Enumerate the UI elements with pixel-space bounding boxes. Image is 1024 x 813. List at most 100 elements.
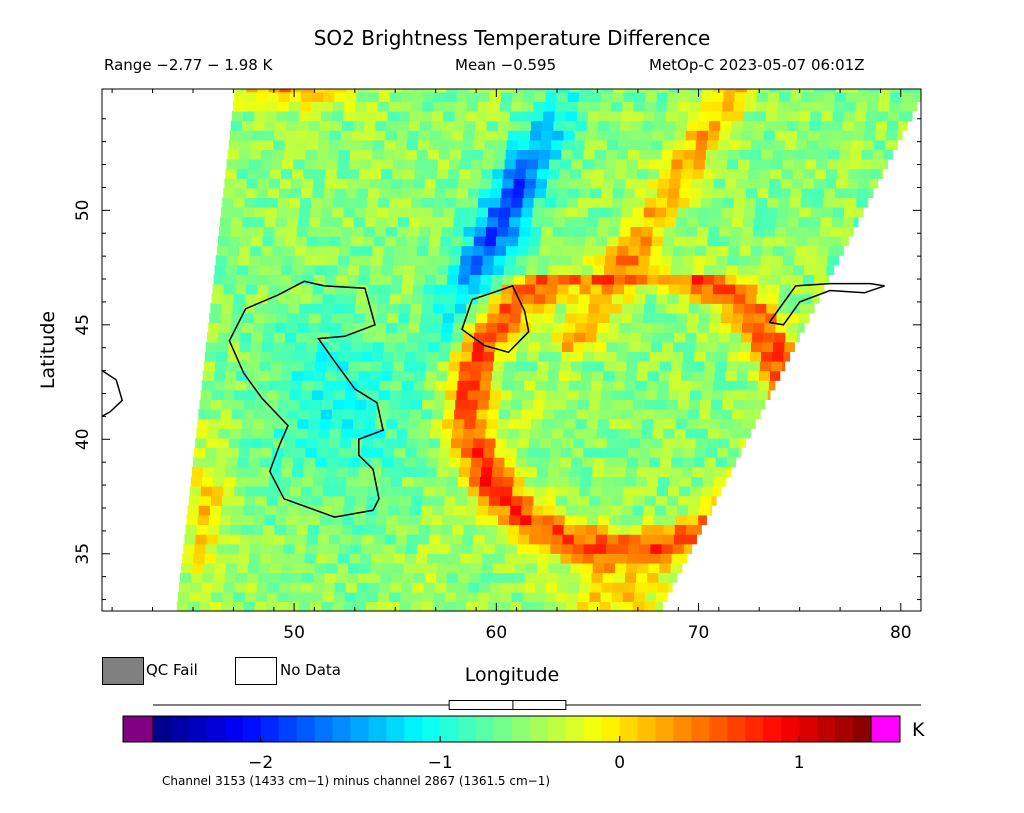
heatmap-cell bbox=[210, 495, 223, 506]
heatmap-cell bbox=[612, 389, 624, 400]
heatmap-cell bbox=[246, 274, 259, 285]
heatmap-cell bbox=[453, 312, 466, 324]
heatmap-cell bbox=[358, 274, 370, 285]
heatmap-cell bbox=[367, 187, 380, 199]
heatmap-cell bbox=[849, 159, 862, 170]
heatmap-cell bbox=[513, 89, 525, 93]
heatmap-cell bbox=[784, 245, 796, 256]
heatmap-cell bbox=[816, 159, 828, 170]
heatmap-cell bbox=[451, 437, 463, 449]
heatmap-cell bbox=[326, 457, 339, 468]
heatmap-cell bbox=[639, 149, 651, 160]
heatmap-cell bbox=[503, 466, 516, 477]
heatmap-cell bbox=[284, 534, 297, 545]
heatmap-cell bbox=[337, 159, 350, 170]
heatmap-cell bbox=[659, 466, 671, 477]
heatmap-cell bbox=[448, 264, 460, 275]
heatmap-cell bbox=[410, 601, 423, 611]
heatmap-cell bbox=[833, 197, 846, 208]
heatmap-cell bbox=[478, 91, 491, 102]
heatmap-cell bbox=[476, 505, 489, 516]
heatmap-cell bbox=[556, 389, 569, 400]
heatmap-cell bbox=[743, 111, 756, 122]
heatmap-cell bbox=[691, 380, 703, 391]
heatmap-cell bbox=[733, 197, 746, 208]
heatmap-cell bbox=[480, 476, 492, 487]
heatmap-cell bbox=[242, 409, 255, 420]
heatmap-cell bbox=[500, 389, 513, 400]
heatmap-cell bbox=[537, 562, 549, 574]
heatmap-cell bbox=[748, 361, 761, 372]
heatmap-cell bbox=[485, 130, 498, 141]
heatmap-cell bbox=[551, 139, 563, 150]
heatmap-cell bbox=[837, 168, 849, 179]
heatmap-cell bbox=[457, 178, 470, 189]
heatmap-cell bbox=[389, 591, 401, 602]
heatmap-cell bbox=[231, 514, 243, 525]
heatmap-cell bbox=[597, 226, 609, 237]
heatmap-cell bbox=[565, 207, 578, 218]
heatmap-cell bbox=[245, 389, 257, 400]
heatmap-cell bbox=[515, 457, 528, 468]
heatmap-cell bbox=[879, 91, 891, 102]
heatmap-cell bbox=[645, 293, 657, 304]
heatmap-cell bbox=[859, 168, 872, 179]
heatmap-cell bbox=[502, 89, 514, 93]
heatmap-cell bbox=[454, 409, 466, 420]
heatmap-cell bbox=[378, 486, 391, 497]
heatmap-cell bbox=[729, 332, 742, 343]
heatmap-cell bbox=[447, 466, 460, 477]
heatmap-cell bbox=[406, 437, 419, 449]
heatmap-cell bbox=[555, 495, 568, 506]
heatmap-cell bbox=[649, 255, 662, 266]
heatmap-cell bbox=[361, 245, 374, 256]
heatmap-cell bbox=[238, 255, 250, 266]
heatmap-cell bbox=[491, 178, 503, 189]
heatmap-cell bbox=[574, 428, 587, 439]
colorbar-segment bbox=[709, 716, 728, 742]
heatmap-cell bbox=[195, 437, 207, 449]
y-tick-label: 35 bbox=[73, 543, 93, 565]
heatmap-cell bbox=[556, 591, 568, 602]
heatmap-cell bbox=[181, 562, 193, 574]
heatmap-cell bbox=[700, 495, 712, 506]
heatmap-cell bbox=[430, 322, 443, 333]
heatmap-cell bbox=[522, 591, 535, 602]
heatmap-cell bbox=[587, 312, 600, 324]
heatmap-cell bbox=[229, 236, 241, 247]
heatmap-cell bbox=[597, 120, 610, 131]
heatmap-cell bbox=[463, 428, 475, 439]
heatmap-cell bbox=[496, 130, 509, 141]
heatmap-cell bbox=[672, 245, 685, 256]
heatmap-cell bbox=[298, 505, 311, 516]
heatmap-cell bbox=[687, 216, 699, 227]
heatmap-cell bbox=[633, 591, 646, 602]
heatmap-cell bbox=[298, 409, 311, 420]
heatmap-cell bbox=[574, 332, 586, 343]
heatmap-cell bbox=[732, 409, 744, 420]
heatmap-cell bbox=[390, 187, 402, 199]
heatmap-cell bbox=[452, 322, 465, 333]
heatmap-cell bbox=[471, 351, 484, 362]
heatmap-cell bbox=[588, 303, 601, 314]
heatmap-cell bbox=[237, 457, 250, 468]
heatmap-cell bbox=[562, 437, 574, 449]
heatmap-cell bbox=[431, 120, 443, 131]
heatmap-cell bbox=[228, 534, 241, 545]
heatmap-cell bbox=[479, 284, 492, 295]
heatmap-cell bbox=[521, 207, 534, 218]
heatmap-cell bbox=[301, 89, 314, 93]
heatmap-cell bbox=[500, 293, 513, 304]
heatmap-cell bbox=[576, 409, 589, 420]
heatmap-cell bbox=[802, 178, 815, 189]
heatmap-cell bbox=[370, 168, 382, 179]
heatmap-cell bbox=[643, 312, 655, 324]
heatmap-cell bbox=[629, 437, 641, 449]
heatmap-cell bbox=[621, 207, 634, 218]
heatmap-cell bbox=[432, 207, 445, 218]
heatmap-cell bbox=[730, 130, 742, 141]
heatmap-cell bbox=[569, 370, 582, 381]
heatmap-cell bbox=[660, 159, 672, 170]
heatmap-cell bbox=[292, 466, 304, 477]
heatmap-cell bbox=[587, 409, 600, 420]
